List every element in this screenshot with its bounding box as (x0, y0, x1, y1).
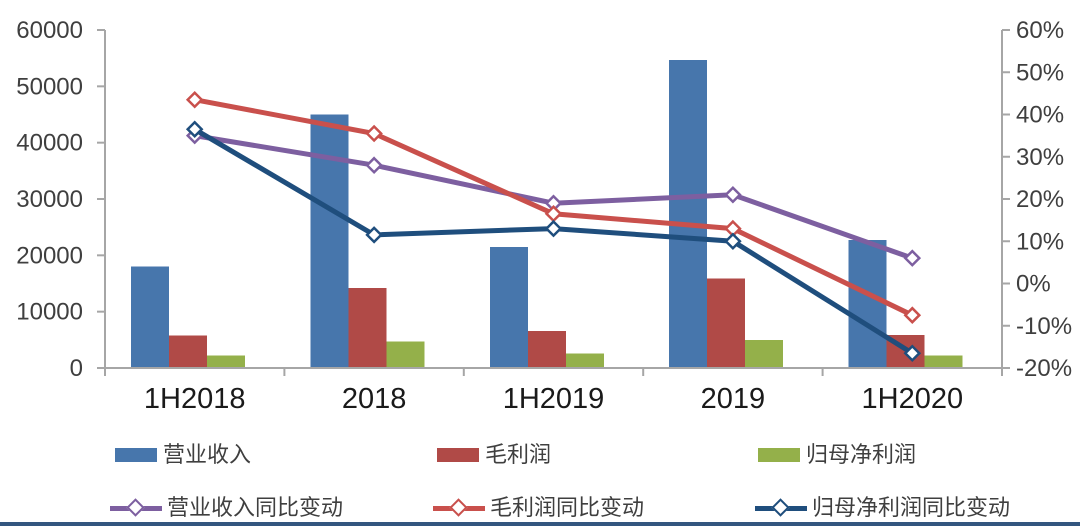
x-axis-category-label: 1H2019 (503, 383, 605, 415)
gross-profit-bar-1H2019 (527, 330, 566, 368)
revenue-bar-2018 (310, 114, 349, 368)
net-profit-bar-1H2020 (924, 355, 963, 368)
legend-item-net-profit-yoy: 归母净利润同比变动 (755, 496, 1010, 520)
diamond-marker-icon (771, 498, 790, 517)
x-axis-category-label: 2019 (701, 383, 766, 415)
net-profit-yoy-marker-2018 (365, 226, 383, 244)
combo-chart-plot: 0 10000 20000 30000 40000 50000 60000 -20% -10% 0… (16, 17, 1072, 415)
net-profit-yoy-marker-1H2018 (185, 120, 204, 139)
gross-profit-legend-label: 毛利润 (485, 442, 552, 467)
net-profit-legend-label: 归母净利润 (806, 442, 917, 467)
right-axis-tick-label: -20% (1016, 355, 1072, 382)
left-axis-tick-label: 50000 (16, 73, 83, 100)
net-profit-yoy-marker-1H2019 (544, 219, 563, 238)
left-axis-tick-label: 60000 (16, 17, 83, 44)
line-legend: 营业收入同比变动 毛利润同比变动 归母净利润同比变动 (0, 496, 1080, 520)
left-axis-tick-label: 10000 (16, 299, 83, 326)
revenue-yoy-legend-swatch (110, 498, 162, 517)
right-axis-tick-label: 20% (1016, 186, 1064, 213)
gross-profit-yoy-marker-2018 (365, 124, 383, 143)
net-profit-bar-1H2019 (565, 353, 604, 368)
revenue-yoy-marker-2018 (365, 156, 383, 174)
diamond-marker-icon (126, 498, 145, 517)
right-axis-tick-label: -10% (1016, 313, 1072, 340)
gross-profit-yoy-marker-1H2020 (903, 306, 922, 324)
revenue-bar-2019 (669, 59, 708, 369)
bottom-border-line (0, 522, 1080, 526)
revenue-legend-swatch (115, 448, 157, 462)
legend-item-revenue: 营业收入 (115, 443, 251, 467)
left-axis-tick-label: 30000 (16, 186, 83, 213)
net-profit-yoy-line (193, 127, 914, 356)
right-axis-tick-label: 0% (1016, 271, 1051, 298)
net-profit-bar-2018 (386, 341, 425, 368)
gross-profit-bar-1H2018 (169, 335, 207, 368)
legend-item-net-profit: 归母净利润 (758, 443, 916, 467)
left-axis-tick-label: 0 (70, 355, 83, 382)
net-profit-bar-1H2018 (207, 355, 245, 368)
x-axis-category-label: 1H2018 (144, 383, 246, 415)
gross-profit-bar-2019 (707, 278, 746, 368)
net-profit-bar-2019 (745, 339, 784, 368)
right-axis-tick-label: 50% (1016, 59, 1064, 86)
revenue-bar-1H2020 (848, 240, 887, 368)
left-axis-tick-label: 20000 (16, 242, 83, 269)
revenue-bar-1H2018 (131, 266, 169, 368)
legend-item-revenue-yoy: 营业收入同比变动 (110, 496, 343, 520)
diamond-marker-icon (449, 498, 468, 517)
legend-item-gross-profit: 毛利润 (437, 443, 551, 467)
gross-profit-yoy-legend-label: 毛利润同比变动 (490, 495, 645, 520)
revenue-yoy-marker-2019 (724, 186, 742, 204)
right-axis-tick-label: 10% (1016, 228, 1064, 255)
net-profit-yoy-marker-1H2020 (903, 344, 922, 362)
revenue-yoy-marker-1H2020 (903, 249, 922, 267)
revenue-bar-1H2019 (489, 246, 528, 368)
gross-profit-bar-2018 (348, 288, 387, 368)
gross-profit-yoy-legend-swatch (433, 498, 485, 517)
gross-profit-legend-swatch (437, 448, 479, 462)
gross-profit-yoy-marker-1H2018 (185, 90, 204, 109)
legend-item-gross-profit-yoy: 毛利润同比变动 (433, 496, 644, 520)
net-profit-legend-swatch (758, 448, 800, 462)
right-axis-tick-label: 40% (1016, 102, 1064, 129)
net-profit-yoy-legend-label: 归母净利润同比变动 (812, 495, 1011, 520)
net-profit-yoy-marker-2019 (724, 232, 742, 251)
revenue-yoy-legend-label: 营业收入同比变动 (167, 495, 344, 520)
bar-legend: 营业收入 毛利润 归母净利润 (0, 443, 1080, 467)
right-axis-tick-label: 30% (1016, 144, 1064, 171)
left-axis-tick-label: 40000 (16, 130, 83, 157)
revenue-legend-label: 营业收入 (163, 442, 252, 467)
x-axis-category-label: 1H2020 (862, 383, 964, 415)
x-axis-category-label: 2018 (342, 383, 407, 415)
net-profit-yoy-legend-swatch (755, 498, 807, 517)
right-axis-tick-label: 60% (1016, 17, 1064, 44)
